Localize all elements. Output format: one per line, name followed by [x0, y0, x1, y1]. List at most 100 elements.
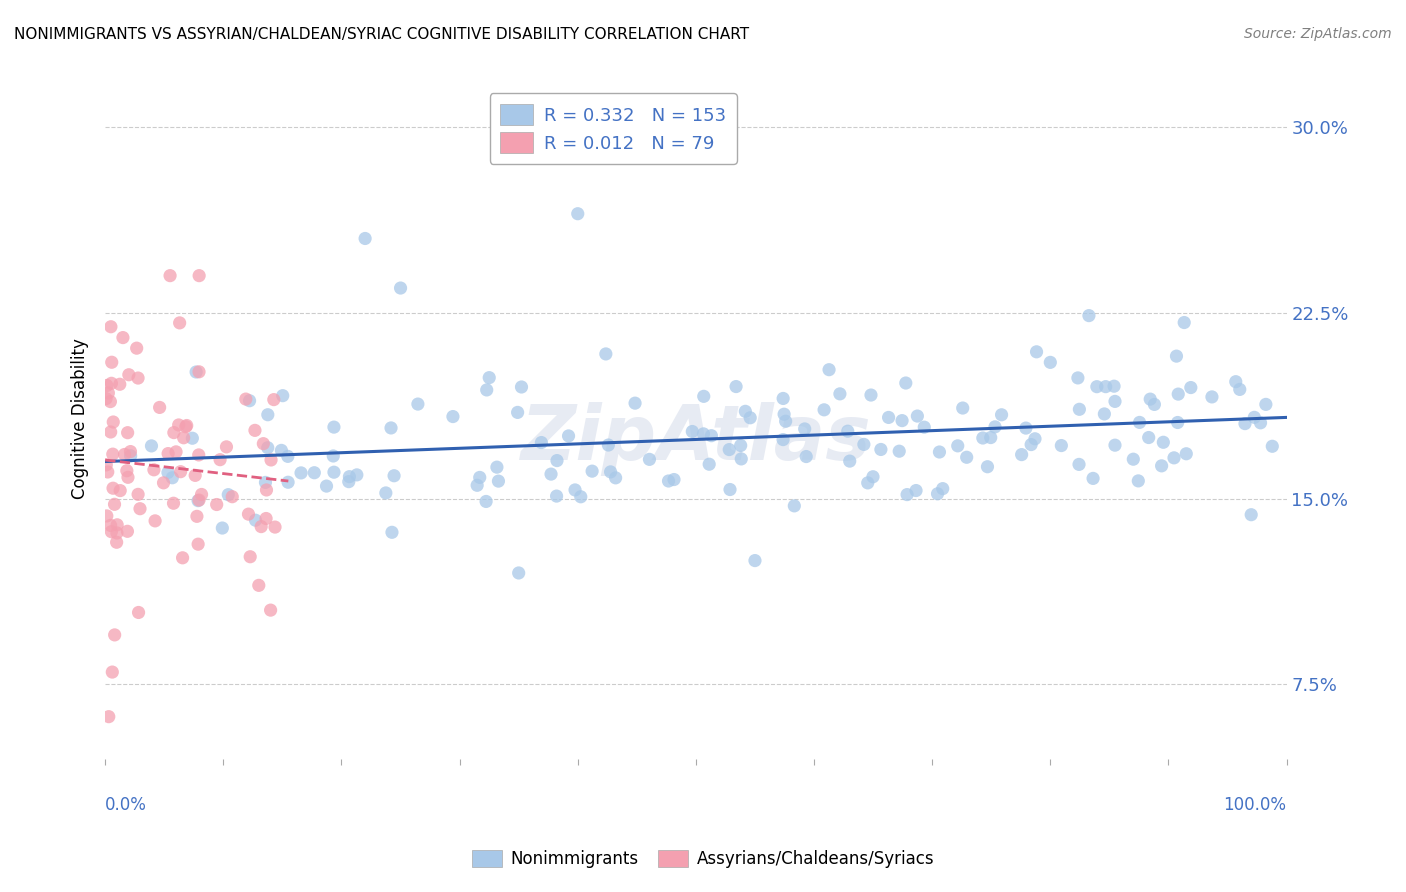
Point: [794, 450, 817, 464]
Point: [277, 450, 299, 464]
Point: [128, 606, 150, 620]
Point: [485, 460, 508, 475]
Point: [896, 487, 918, 501]
Point: [730, 451, 752, 466]
Point: [1081, 471, 1104, 485]
Point: [104, 628, 127, 642]
Point: [1173, 316, 1195, 330]
Point: [117, 425, 139, 440]
Point: [976, 459, 998, 474]
Point: [235, 392, 257, 406]
Point: [96, 458, 118, 472]
Point: [187, 493, 209, 508]
Point: [1128, 474, 1150, 488]
Point: [141, 439, 163, 453]
Point: [1015, 421, 1038, 435]
Point: [546, 453, 568, 467]
Point: [1201, 390, 1223, 404]
Point: [564, 483, 586, 497]
Point: [211, 521, 233, 535]
Point: [980, 431, 1002, 445]
Point: [187, 448, 209, 462]
Point: [256, 441, 278, 455]
Point: [859, 388, 882, 402]
Point: [105, 525, 128, 540]
Text: 100.0%: 100.0%: [1223, 797, 1286, 814]
Point: [530, 435, 553, 450]
Point: [1050, 439, 1073, 453]
Point: [162, 496, 184, 510]
Point: [162, 471, 184, 485]
Point: [250, 519, 273, 533]
Point: [142, 463, 165, 477]
Point: [1067, 371, 1090, 385]
Point: [1069, 402, 1091, 417]
Point: [828, 387, 851, 401]
Point: [254, 511, 277, 525]
Point: [1225, 375, 1247, 389]
Point: [581, 464, 603, 478]
Point: [184, 468, 207, 483]
Point: [1243, 410, 1265, 425]
Point: [905, 409, 928, 423]
Point: [259, 603, 281, 617]
Point: [270, 443, 292, 458]
Point: [475, 383, 498, 397]
Point: [256, 483, 278, 497]
Point: [870, 442, 893, 457]
Point: [165, 445, 187, 459]
Point: [1092, 407, 1115, 421]
Point: [339, 469, 361, 483]
Point: [96, 508, 118, 523]
Point: [245, 513, 267, 527]
Point: [105, 517, 128, 532]
Point: [389, 281, 412, 295]
Point: [1085, 379, 1108, 393]
Point: [239, 549, 262, 564]
Point: [506, 405, 529, 419]
Point: [638, 452, 661, 467]
Point: [1163, 450, 1185, 465]
Point: [125, 341, 148, 355]
Point: [1025, 344, 1047, 359]
Point: [277, 475, 299, 490]
Point: [692, 426, 714, 441]
Point: [744, 553, 766, 567]
Point: [856, 475, 879, 490]
Point: [1011, 448, 1033, 462]
Point: [217, 488, 239, 502]
Point: [598, 438, 620, 452]
Point: [838, 454, 860, 468]
Point: [772, 392, 794, 406]
Point: [381, 525, 404, 540]
Point: [837, 424, 859, 438]
Point: [905, 483, 928, 498]
Point: [382, 468, 405, 483]
Point: [927, 487, 949, 501]
Point: [100, 319, 122, 334]
Point: [1019, 437, 1042, 451]
Point: [346, 467, 368, 482]
Point: [127, 487, 149, 501]
Point: [304, 466, 326, 480]
Point: [221, 490, 243, 504]
Point: [1166, 349, 1188, 363]
Point: [468, 470, 491, 484]
Point: [181, 431, 204, 445]
Point: [243, 423, 266, 437]
Point: [894, 376, 917, 390]
Point: [813, 402, 835, 417]
Point: [465, 478, 488, 492]
Point: [96, 378, 118, 392]
Point: [818, 362, 841, 376]
Point: [100, 376, 122, 391]
Point: [1143, 397, 1166, 411]
Point: [1150, 458, 1173, 473]
Text: Source: ZipAtlas.com: Source: ZipAtlas.com: [1244, 27, 1392, 41]
Point: [169, 316, 191, 330]
Point: [1104, 394, 1126, 409]
Point: [263, 392, 285, 407]
Point: [734, 404, 756, 418]
Text: ZipAtlas: ZipAtlas: [520, 401, 872, 475]
Point: [889, 444, 911, 458]
